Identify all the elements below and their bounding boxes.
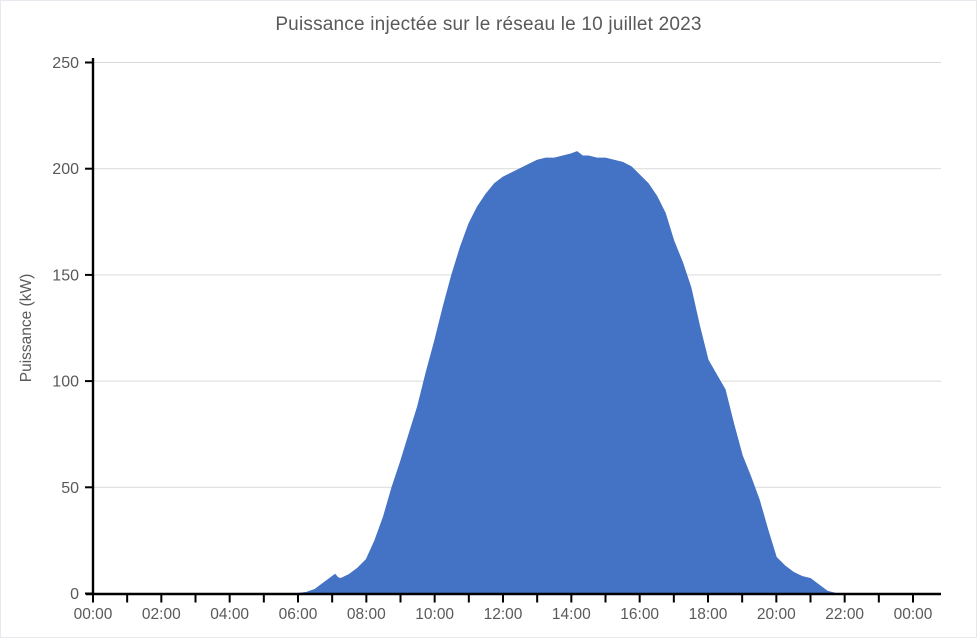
area-series [93,151,913,594]
x-tick-label: 10:00 [415,606,454,623]
x-tick-label: 12:00 [484,606,523,623]
x-tick-label: 02:00 [142,606,181,623]
y-axis-title: Puissance (kW) [18,274,35,383]
x-tick-label: 06:00 [279,606,318,623]
x-tick-label: 00:00 [74,606,113,623]
x-tick-label: 20:00 [757,606,796,623]
x-tick-label: 16:00 [620,606,659,623]
axes [86,58,941,596]
x-tick-label: 14:00 [552,606,591,623]
y-tick-label: 0 [70,586,79,603]
y-tick-label: 250 [52,55,79,72]
x-tick-label: 00:00 [894,606,933,623]
x-tick-label: 04:00 [210,606,249,623]
x-tick-label: 08:00 [347,606,386,623]
y-tick-label: 150 [52,267,79,284]
x-tick-label: 22:00 [825,606,864,623]
x-tick-label: 18:00 [689,606,728,623]
y-tick-label: 100 [52,374,79,391]
y-tick-labels: 0 50 100 150 200 250 [52,55,79,603]
tick-marks [85,61,914,603]
y-tick-label: 200 [52,161,79,178]
y-tick-label: 50 [61,480,79,497]
chart-title: Puissance injectée sur le réseau le 10 j… [275,14,702,35]
x-tick-labels: 00:00 02:00 04:00 06:00 08:00 10:00 12:00 14:00… [74,606,933,623]
